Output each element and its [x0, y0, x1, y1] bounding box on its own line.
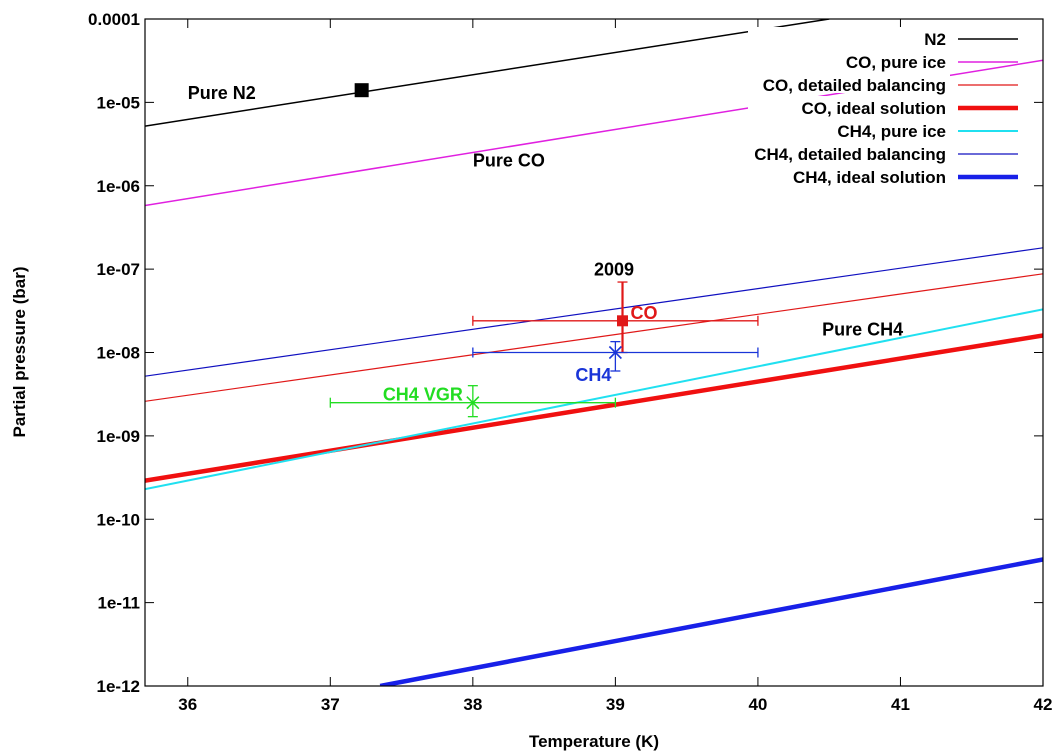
x-tick-label: 39: [606, 695, 625, 714]
y-tick-label: 1e-07: [97, 260, 140, 279]
x-tick-label: 42: [1034, 695, 1053, 714]
series-lines: [145, 19, 1043, 686]
series-line: [145, 273, 1043, 402]
legend-bg: [748, 165, 950, 185]
legend-label: CH4, ideal solution: [793, 168, 946, 187]
y-tick-label: 0.0001: [88, 10, 140, 29]
legend-label: N2: [924, 30, 946, 49]
annotations: Pure N2 Pure CO 2009 Pure CH4: [188, 83, 903, 340]
x-tick-label: 37: [321, 695, 340, 714]
y-tick-label: 1e-06: [97, 177, 140, 196]
x-axis-title: Temperature (K): [529, 732, 659, 751]
annotation-label: Pure CH4: [822, 319, 903, 339]
legend-label: CH4, detailed balancing: [754, 145, 946, 164]
y-tick-label: 1e-10: [97, 510, 140, 529]
series-line: [145, 247, 1043, 377]
legend-label: CO, ideal solution: [801, 99, 946, 118]
legend-bg: [748, 142, 950, 162]
plot-frame: [144, 18, 1044, 687]
annotation-label: Pure N2: [188, 83, 256, 103]
y-axis-title: Partial pressure (bar): [10, 266, 29, 437]
legend-bg: [748, 27, 950, 47]
x-tick-label: 38: [463, 695, 482, 714]
y-tick-label: 1e-05: [97, 93, 140, 112]
x-tick-label: 41: [891, 695, 910, 714]
data-point-square: [354, 83, 369, 98]
legend-bg: [748, 50, 950, 70]
y-tick-label: 1e-09: [97, 427, 140, 446]
data-point-square: [617, 315, 629, 327]
y-tick-label: 1e-11: [97, 594, 140, 613]
legend-bg: [748, 73, 950, 93]
series-line: [145, 308, 1043, 491]
series-line: [379, 557, 1043, 686]
annotation-label: Pure CO: [473, 151, 545, 171]
legend-bg: [748, 96, 950, 116]
legend-bg: [748, 119, 950, 139]
legend-label: CO, detailed balancing: [763, 76, 946, 95]
legend-label: CH4, pure ice: [837, 122, 946, 141]
series-line: [145, 333, 1043, 483]
measurement-label: CH4 VGR: [383, 385, 463, 405]
data-point-cross: [466, 396, 480, 410]
x-tick-label: 40: [748, 695, 767, 714]
series-line: [145, 19, 830, 127]
x-tick-labels: 36 37 38 39 40 41 42: [178, 695, 1052, 714]
data-point-cross: [608, 345, 622, 360]
x-tick-label: 36: [178, 695, 197, 714]
legend: N2 CO, pure ice CO, detailed balancing CO, …: [748, 27, 1018, 187]
measurement-label: CO: [631, 303, 658, 323]
legend-label: CO, pure ice: [846, 53, 946, 72]
measurement-label: CH4: [575, 365, 611, 385]
measurements: CO CH4 CH4 VGR: [329, 83, 759, 418]
annotation-label: 2009: [594, 259, 634, 279]
y-tick-label: 1e-08: [97, 344, 140, 363]
y-tick-labels: 1e-12 1e-11 1e-10 1e-09 1e-08 1e-07 1e-06 1e-05…: [88, 10, 140, 696]
y-tick-label: 1e-12: [97, 677, 140, 696]
